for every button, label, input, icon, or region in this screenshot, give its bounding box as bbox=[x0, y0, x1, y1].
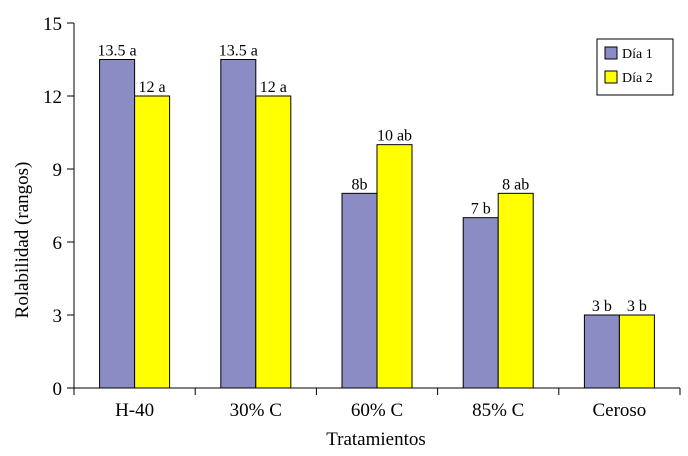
bar-d-a-1-60-c bbox=[341, 192, 378, 389]
bar-label-d-a-2-85-c: 8 ab bbox=[502, 176, 529, 193]
legend-label-dia-2: Día 2 bbox=[622, 71, 653, 86]
x-tick-label-h-40: H-40 bbox=[115, 400, 154, 421]
y-tick-label: 12 bbox=[43, 87, 62, 108]
bars bbox=[99, 59, 655, 389]
bar-d-a-1-h-40 bbox=[99, 59, 136, 389]
bar-label-d-a-2-60-c: 10 ab bbox=[377, 128, 412, 145]
y-axis-title: Rolabilidad (rangos) bbox=[12, 162, 33, 319]
bar-d-a-1-ceroso bbox=[583, 314, 620, 389]
y-tick-label: 0 bbox=[53, 379, 63, 400]
x-tick-label-ceroso: Ceroso bbox=[592, 400, 646, 421]
x-tick-label-85-c: 85% C bbox=[472, 400, 524, 421]
x-axis: H-40 30% C 60% C 85% C Ceroso bbox=[73, 387, 681, 421]
bar-d-a-1-85-c bbox=[462, 217, 499, 389]
legend-swatch-dia-1 bbox=[604, 46, 618, 60]
bar-label-d-a-1-h-40: 13.5 a bbox=[98, 43, 137, 60]
bar-label-d-a-1-85-c: 7 b bbox=[471, 201, 491, 218]
bar-d-a-2-30-c bbox=[255, 95, 292, 389]
bar-d-a-2-60-c bbox=[376, 144, 413, 389]
bar-label-d-a-2-30-c: 12 a bbox=[260, 79, 287, 96]
x-axis-title: Tratamientos bbox=[326, 429, 426, 450]
bar-label-d-a-1-ceroso: 3 b bbox=[592, 298, 612, 315]
legend-swatch-dia-2 bbox=[604, 70, 618, 84]
bar-label-d-a-2-h-40: 12 a bbox=[139, 79, 166, 96]
legend-label-dia-1: Día 1 bbox=[622, 47, 653, 62]
bar-d-a-2-ceroso bbox=[618, 314, 655, 389]
bar-label-d-a-2-ceroso: 3 b bbox=[627, 298, 647, 315]
bar-d-a-1-30-c bbox=[220, 59, 257, 389]
bar-label-d-a-1-30-c: 13.5 a bbox=[219, 43, 258, 60]
y-axis: 0 3 6 9 12 15 bbox=[43, 14, 75, 400]
legend: Día 1 Día 2 bbox=[596, 38, 674, 96]
x-tick-label-60-c: 60% C bbox=[351, 400, 403, 421]
bar-d-a-2-85-c bbox=[497, 192, 534, 389]
x-tick-label-30-c: 30% C bbox=[230, 400, 282, 421]
bar-label-d-a-1-60-c: 8b bbox=[352, 176, 368, 193]
y-tick-label: 15 bbox=[43, 14, 62, 35]
y-tick-label: 3 bbox=[53, 306, 63, 327]
y-tick-label: 6 bbox=[53, 233, 63, 254]
y-tick-label: 9 bbox=[53, 160, 63, 181]
bar-d-a-2-h-40 bbox=[134, 95, 171, 389]
bar-value-labels: 13.5 a 12 a 13.5 a 12 a 8b 10 ab 7 b 8 ab 3 b 3 b bbox=[98, 43, 647, 316]
